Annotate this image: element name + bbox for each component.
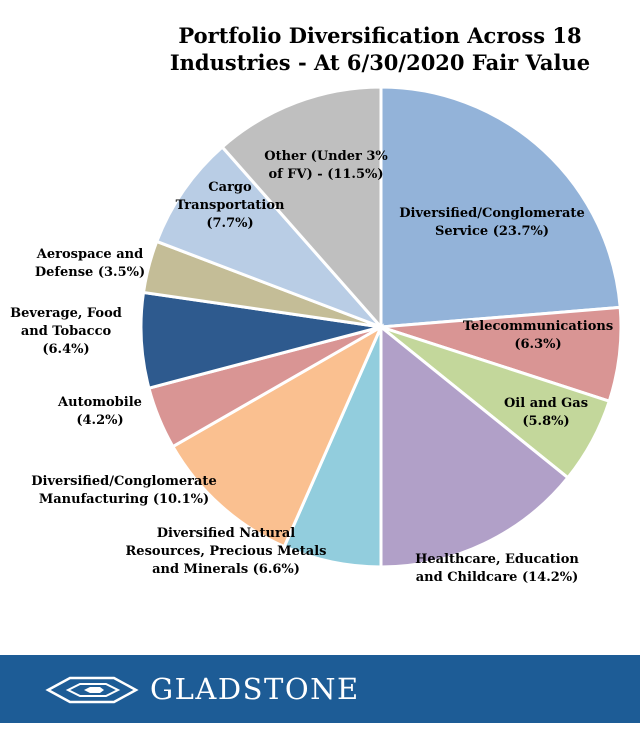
slice-label: Cargo Transportation (7.7%) xyxy=(176,180,285,231)
slice-label: Oil and Gas (5.8%) xyxy=(504,396,588,429)
slice-label: Diversified/Conglomerate Manufacturing (1… xyxy=(31,474,216,507)
chart-title-line-2: Industries - At 6/30/2020 Fair Value xyxy=(169,50,591,75)
pie-slice xyxy=(379,85,622,329)
slice-label-line: Cargo xyxy=(208,180,252,195)
slice-label-line: of FV) - (11.5%) xyxy=(268,167,383,182)
slice-label-line: Other (Under 3% xyxy=(264,149,388,164)
slice-label-line: Oil and Gas xyxy=(504,396,588,411)
slice-label: Healthcare, Education and Childcare (14.2… xyxy=(415,552,579,585)
chart-title: Portfolio Diversification Across 18 Indu… xyxy=(120,22,640,76)
slice-label-line: (5.8%) xyxy=(522,414,569,429)
slice-label: Beverage, Food and Tobacco (6.4%) xyxy=(10,306,122,357)
slice-label: Other (Under 3% of FV) - (11.5%) xyxy=(264,149,388,182)
slice-label-line: (6.3%) xyxy=(514,337,561,352)
slice-label-line: and Tobacco xyxy=(21,324,112,339)
pie-slice xyxy=(379,323,570,569)
slice-label: Automobile (4.2%) xyxy=(57,395,142,428)
slice-label-line: and Childcare (14.2%) xyxy=(416,570,579,585)
slice-label: Telecommunications (6.3%) xyxy=(463,319,613,352)
slice-label-line: Diversified Natural xyxy=(157,526,296,541)
slice-label-line: Defense (3.5%) xyxy=(35,265,145,280)
gladstone-logo-icon xyxy=(45,676,139,704)
pie-slice xyxy=(220,85,383,331)
slice-label-line: and Minerals (6.6%) xyxy=(152,562,300,577)
slice-label-line: (7.7%) xyxy=(206,216,253,231)
slice-label-line: Transportation xyxy=(176,198,285,213)
slice-label-line: Manufacturing (10.1%) xyxy=(39,492,209,507)
slice-label-line: Telecommunications xyxy=(463,319,613,334)
slice-label-line: Healthcare, Education xyxy=(415,552,579,567)
slice-label-line: (6.4%) xyxy=(42,342,89,357)
slice-label: Diversified Natural Resources, Precious M… xyxy=(126,526,327,577)
footer-banner: GLADSTONE xyxy=(0,655,640,723)
pie-slice xyxy=(170,323,385,549)
slice-label-line: Aerospace and xyxy=(36,247,143,262)
slice-label: Diversified/Conglomerate Service (23.7%) xyxy=(399,206,584,239)
pie-chart: Diversified/Conglomerate Service (23.7%) T… xyxy=(10,85,623,585)
slice-label-line: (4.2%) xyxy=(76,413,123,428)
brand-name: GLADSTONE xyxy=(150,672,360,706)
slice-label-line: Diversified/Conglomerate xyxy=(31,474,216,489)
slice-label-line: Beverage, Food xyxy=(10,306,122,321)
slice-label-line: Service (23.7%) xyxy=(435,224,549,239)
slice-label: Aerospace and Defense (3.5%) xyxy=(35,247,145,280)
slice-label-line: Diversified/Conglomerate xyxy=(399,206,584,221)
slice-label-line: Automobile xyxy=(57,395,142,410)
pie-slice xyxy=(154,144,383,329)
chart-title-line-1: Portfolio Diversification Across 18 xyxy=(178,23,582,48)
slice-label-line: Resources, Precious Metals xyxy=(126,544,327,559)
